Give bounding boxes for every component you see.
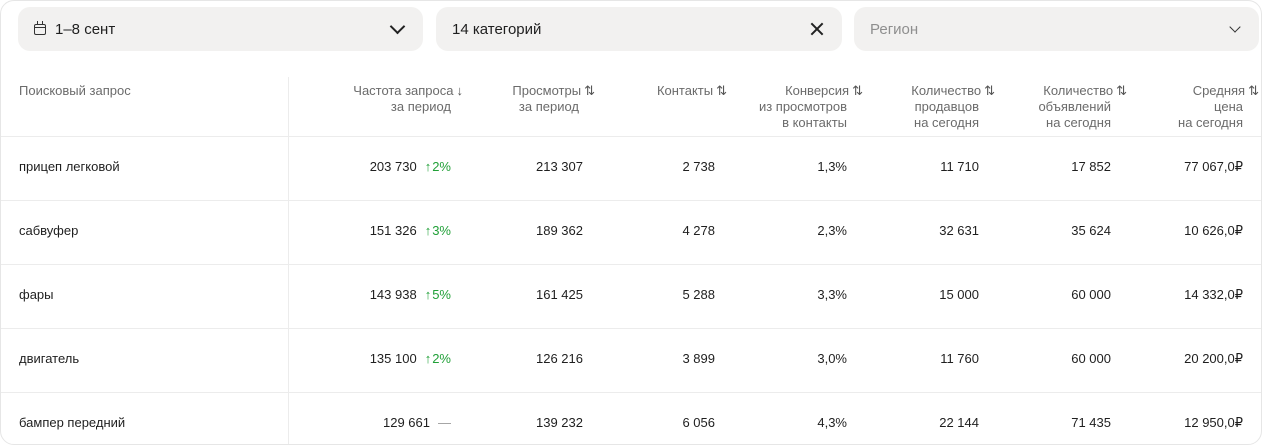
price-cell: 14 332,0₽ [1184,287,1243,302]
price-cell: 10 626,0₽ [1184,223,1243,238]
table-row[interactable]: двигатель 135 100 ↑2% 126 216 3 899 3,0% 11 76… [1,329,1261,393]
sellers-cell: 11 710 [940,159,979,174]
ads-cell: 60 000 [1071,351,1111,366]
sort-icon[interactable]: ⇅ [1248,83,1259,98]
contacts-cell: 4 278 [682,223,715,238]
sort-icon[interactable]: ⇅ [716,83,727,98]
sort-desc-icon[interactable]: ↓ [456,83,464,98]
price-cell: 77 067,0₽ [1184,159,1243,174]
chevron-down-icon[interactable] [389,18,406,35]
conv-cell: 3,3% [817,287,847,302]
freq-value: 203 730 [369,159,417,174]
ads-cell: 35 624 [1071,223,1111,238]
ads-cell: 71 435 [1071,415,1111,430]
query-cell: прицеп легковой [19,159,120,174]
conv-cell: 1,3% [817,159,847,174]
table-header: Поисковый запрос Частота запроса ↓ за пер… [1,77,1261,137]
ads-cell: 60 000 [1071,287,1111,302]
conv-cell: 4,3% [817,415,847,430]
conv-cell: 2,3% [817,223,847,238]
column-divider [288,77,289,444]
header-price[interactable]: Средняя ⇅ цена на сегодня [1178,83,1259,130]
freq-cell: 151 326 ↑3% [370,223,451,238]
trend-none: — [438,415,451,430]
freq-cell: 129 661 — [383,415,451,430]
query-cell: сабвуфер [19,223,79,238]
header-contacts[interactable]: Контакты ⇅ [656,83,727,98]
trend-value: 5% [432,287,451,302]
header-ads[interactable]: Количество ⇅ объявлений на сегодня [1038,83,1127,130]
chevron-down-icon[interactable] [1229,20,1241,33]
sort-icon[interactable]: ⇅ [1116,83,1127,98]
arrow-up-icon: ↑ [424,287,432,302]
freq-cell: 143 938 ↑5% [370,287,451,302]
date-range-select[interactable]: 1–8 сент [18,7,423,51]
sellers-cell: 22 144 [939,415,979,430]
sort-icon[interactable]: ⇅ [584,83,595,98]
price-cell: 20 200,0₽ [1184,351,1243,366]
freq-cell: 203 730 ↑2% [370,159,451,174]
ads-cell: 17 852 [1071,159,1111,174]
trend-value: 2% [432,351,451,366]
freq-value: 129 661 [383,415,430,430]
sort-icon[interactable]: ⇅ [984,83,995,98]
trend-badge: ↑5% [425,287,451,302]
freq-value: 135 100 [369,351,417,366]
clear-icon[interactable] [810,22,824,36]
filters-bar: 1–8 сент 14 категорий Регион [18,7,1259,51]
category-select[interactable]: 14 категорий [436,7,842,51]
header-freq[interactable]: Частота запроса ↓ за период [353,83,464,114]
trend-value: 3% [432,223,451,238]
date-range-label: 1–8 сент [55,20,116,38]
sort-icon[interactable]: ⇅ [852,83,863,98]
arrow-up-icon: ↑ [424,159,432,174]
contacts-cell: 3 899 [682,351,715,366]
region-placeholder: Регион [870,20,919,38]
views-cell: 161 425 [536,287,583,302]
views-cell: 139 232 [536,415,583,430]
query-cell: фары [19,287,54,302]
contacts-cell: 6 056 [682,415,715,430]
views-cell: 213 307 [536,159,583,174]
conv-cell: 3,0% [817,351,847,366]
query-cell: двигатель [19,351,80,366]
sellers-cell: 15 000 [939,287,979,302]
trend-value: 2% [432,159,451,174]
views-cell: 126 216 [536,351,583,366]
freq-value: 143 938 [369,287,417,302]
arrow-up-icon: ↑ [424,351,432,366]
region-select[interactable]: Регион [854,7,1259,51]
table-row[interactable]: фары 143 938 ↑5% 161 425 5 288 3,3% 15 000 60 0… [1,265,1261,329]
trend-badge: ↑3% [425,223,451,238]
freq-value: 151 326 [369,223,417,238]
views-cell: 189 362 [536,223,583,238]
arrow-up-icon: ↑ [424,223,432,238]
queries-table: Поисковый запрос Частота запроса ↓ за пер… [1,77,1261,444]
freq-cell: 135 100 ↑2% [370,351,451,366]
sellers-cell: 11 760 [940,351,979,366]
header-views[interactable]: Просмотры ⇅ за период [512,83,595,114]
category-label: 14 категорий [452,20,542,38]
contacts-cell: 2 738 [682,159,715,174]
table-row[interactable]: сабвуфер 151 326 ↑3% 189 362 4 278 2,3% 32 631… [1,201,1261,265]
header-sellers[interactable]: Количество ⇅ продавцов на сегодня [911,83,995,130]
table-row[interactable]: бампер передний 129 661 — 139 232 6 056 4,3% 2… [1,393,1261,444]
trend-badge: ↑2% [425,351,451,366]
table-row[interactable]: прицеп легковой 203 730 ↑2% 213 307 2 738 1,3… [1,137,1261,201]
header-conversion[interactable]: Конверсия ⇅ из просмотров в контакты [758,83,863,130]
sellers-cell: 32 631 [939,223,979,238]
header-query: Поисковый запрос [19,83,131,98]
calendar-icon [34,20,46,35]
query-cell: бампер передний [19,415,126,430]
trend-badge: ↑2% [425,159,451,174]
price-cell: 12 950,0₽ [1184,415,1243,430]
contacts-cell: 5 288 [682,287,715,302]
